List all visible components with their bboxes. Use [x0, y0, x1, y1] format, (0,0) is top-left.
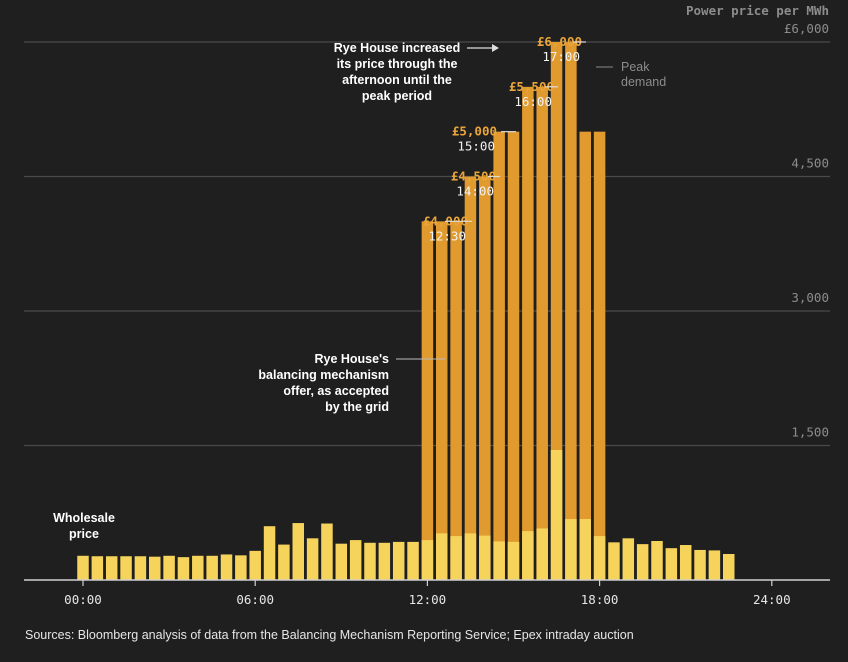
callout-time: 15:00	[457, 139, 495, 154]
wholesale-bar	[723, 553, 735, 580]
wholesale-bar	[249, 550, 261, 580]
x-tick-label: 24:00	[753, 592, 791, 607]
balancing-bar	[593, 131, 606, 580]
balancing-annotation: Rye House's	[314, 352, 389, 366]
callout-price: £5,000	[452, 124, 497, 139]
x-tick-label: 18:00	[581, 592, 619, 607]
callout-price: £4,500	[451, 169, 496, 184]
y-tick-label: 4,500	[791, 156, 829, 171]
x-tick-label: 12:00	[409, 592, 447, 607]
wholesale-bar	[149, 556, 161, 580]
wholesale-bar	[450, 536, 462, 580]
wholesale-bar	[349, 540, 362, 580]
callout-time: 12:30	[428, 228, 466, 243]
wholesale-bar	[651, 540, 663, 580]
wholesale-bar	[206, 555, 218, 580]
peak-annotation: Peak	[621, 60, 650, 74]
x-tick-label: 00:00	[64, 592, 102, 607]
wholesale-bar	[708, 550, 721, 580]
wholesale-bar	[105, 556, 118, 580]
wholesale-bar	[177, 557, 190, 580]
wholesale-bar	[292, 523, 304, 580]
balancing-bar	[493, 131, 505, 580]
increase-annotation: afternoon until the	[342, 73, 452, 87]
wholesale-bar	[335, 543, 348, 580]
wholesale-bar	[622, 538, 635, 580]
balancing-annotation: by the grid	[325, 400, 389, 414]
balancing-bar	[450, 221, 462, 581]
balancing-bar	[421, 221, 434, 581]
callout-time: 17:00	[542, 49, 580, 64]
wholesale-bar	[163, 555, 175, 580]
wholesale-bar	[263, 526, 276, 580]
wholesale-bar	[120, 556, 132, 580]
wholesale-bar	[436, 533, 448, 580]
wholesale-bar	[321, 523, 333, 580]
callout-price: £5,500	[509, 79, 554, 94]
balancing-bar	[579, 131, 591, 580]
callout-time: 14:00	[456, 184, 494, 199]
increase-annotation: peak period	[362, 89, 432, 103]
balancing-bar	[550, 42, 563, 580]
wholesale-bar	[392, 541, 405, 580]
wholesale-bar	[579, 519, 591, 580]
wholesale-bar	[507, 541, 520, 580]
wholesale-bar	[679, 545, 692, 580]
balancing-bar	[436, 221, 448, 581]
wholesale-bar	[378, 542, 391, 580]
increase-annotation: Rye House increased	[334, 41, 460, 55]
balancing-bar	[522, 86, 534, 580]
balancing-bar	[565, 42, 577, 580]
wholesale-bar	[593, 536, 606, 580]
y-tick-label: £6,000	[784, 21, 829, 36]
wholesale-bar	[665, 548, 678, 580]
wholesale-bar	[636, 544, 649, 580]
y-tick-label: 3,000	[791, 290, 829, 305]
callout-time: 16:00	[514, 94, 552, 109]
balancing-annotation: balancing mechanism	[258, 368, 389, 382]
wholesale-bar	[77, 555, 89, 580]
wholesale-annotation: price	[69, 527, 99, 541]
wholesale-bar	[522, 531, 534, 580]
wholesale-bar	[407, 541, 419, 580]
balancing-annotation: offer, as accepted	[283, 384, 389, 398]
wholesale-bar	[565, 519, 577, 580]
balancing-bar	[464, 176, 477, 580]
x-tick-label: 06:00	[236, 592, 274, 607]
wholesale-bar	[421, 540, 434, 580]
wholesale-annotation: Wholesale	[53, 511, 115, 525]
balancing-bar	[536, 86, 548, 580]
wholesale-bar	[364, 542, 376, 580]
wholesale-bar	[278, 544, 290, 580]
wholesale-bar	[536, 528, 548, 580]
source-note: Sources: Bloomberg analysis of data from…	[25, 628, 634, 642]
wholesale-bar	[694, 549, 706, 580]
wholesale-bar	[235, 555, 247, 580]
balancing-bar	[479, 176, 491, 580]
wholesale-bar	[91, 556, 104, 580]
callout-price: £6,000	[537, 34, 582, 49]
wholesale-bar	[306, 538, 319, 580]
increase-arrowhead	[492, 44, 499, 52]
balancing-bar	[507, 131, 520, 580]
wholesale-bar	[220, 554, 233, 580]
y-tick-label: 1,500	[791, 425, 829, 440]
wholesale-bar	[464, 533, 477, 580]
chart-title: Power price per MWh	[686, 3, 829, 18]
wholesale-bar	[608, 542, 620, 580]
wholesale-bar	[493, 541, 505, 580]
wholesale-bar	[550, 449, 563, 580]
wholesale-bar	[192, 555, 204, 580]
wholesale-bar	[134, 556, 147, 580]
wholesale-bar	[479, 535, 491, 580]
peak-annotation: demand	[621, 75, 666, 89]
increase-annotation: its price through the	[337, 57, 458, 71]
